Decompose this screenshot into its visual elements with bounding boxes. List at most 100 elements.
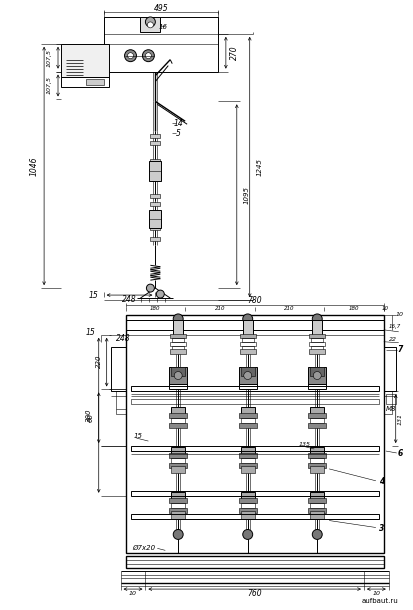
Text: 248: 248 <box>116 334 130 343</box>
Text: aufbaut.ru: aufbaut.ru <box>362 598 399 604</box>
Bar <box>309 367 326 384</box>
Text: 10: 10 <box>129 590 137 595</box>
Bar <box>310 458 324 463</box>
Bar <box>171 511 185 518</box>
Bar <box>241 492 255 499</box>
Bar <box>243 320 253 335</box>
Bar <box>241 511 255 518</box>
Bar <box>131 446 379 451</box>
Bar <box>150 174 160 178</box>
Bar <box>310 492 324 499</box>
Circle shape <box>142 50 154 62</box>
Text: 210: 210 <box>215 306 225 312</box>
Bar <box>126 315 384 553</box>
Bar <box>131 387 379 392</box>
Bar <box>310 367 324 376</box>
Bar <box>150 202 160 206</box>
Bar <box>242 346 254 350</box>
Bar <box>310 511 324 518</box>
Bar <box>169 384 187 389</box>
Bar <box>169 453 187 458</box>
Bar <box>61 44 109 76</box>
Text: M8: M8 <box>385 406 396 412</box>
Circle shape <box>146 284 154 292</box>
Bar <box>150 194 160 198</box>
Bar <box>310 447 324 454</box>
Bar <box>171 407 185 414</box>
Bar <box>104 17 218 71</box>
Text: 495: 495 <box>154 4 168 13</box>
Bar <box>171 447 185 454</box>
Bar <box>171 367 185 376</box>
Bar <box>171 418 185 423</box>
Bar <box>150 141 160 145</box>
Bar <box>239 508 256 512</box>
Bar <box>150 161 161 181</box>
Bar <box>116 392 126 414</box>
Text: 1046: 1046 <box>30 156 39 176</box>
Bar <box>170 349 186 354</box>
Bar <box>172 346 184 350</box>
Text: 300: 300 <box>86 409 92 422</box>
Text: 7: 7 <box>398 345 403 354</box>
Bar <box>169 498 187 503</box>
Text: 107,5: 107,5 <box>47 76 52 95</box>
Bar <box>239 384 256 389</box>
Circle shape <box>312 314 322 324</box>
Circle shape <box>125 50 136 62</box>
Bar <box>384 392 392 414</box>
Bar <box>169 423 187 428</box>
Text: 180: 180 <box>349 306 359 312</box>
Bar <box>150 214 160 218</box>
Text: 15: 15 <box>86 328 96 337</box>
Circle shape <box>244 371 252 379</box>
Bar <box>150 210 161 228</box>
Bar <box>310 466 324 473</box>
Bar <box>239 367 256 384</box>
Bar <box>169 508 187 512</box>
Circle shape <box>313 371 321 379</box>
Text: 15: 15 <box>89 290 99 300</box>
Bar <box>169 413 187 418</box>
Text: 131: 131 <box>398 413 403 425</box>
Text: 248: 248 <box>122 295 137 304</box>
Bar <box>309 453 326 458</box>
Circle shape <box>157 290 164 298</box>
Bar <box>171 503 185 508</box>
Bar <box>170 334 186 338</box>
Text: 14: 14 <box>173 119 183 127</box>
Circle shape <box>243 529 253 539</box>
Bar <box>173 320 183 335</box>
Text: 10: 10 <box>373 590 380 595</box>
Text: 16: 16 <box>159 24 168 30</box>
Bar <box>309 334 325 338</box>
Bar <box>150 226 160 229</box>
Bar <box>309 423 326 428</box>
Bar <box>241 407 255 414</box>
Bar <box>150 237 160 242</box>
Circle shape <box>147 22 153 28</box>
Circle shape <box>243 314 253 324</box>
Bar <box>239 423 256 428</box>
Bar <box>309 349 325 354</box>
Bar <box>384 346 396 392</box>
Text: 15: 15 <box>134 433 143 439</box>
Bar <box>239 498 256 503</box>
Bar <box>386 395 396 404</box>
Text: Ø7x20: Ø7x20 <box>132 545 155 551</box>
Bar <box>242 338 254 342</box>
Bar <box>150 134 160 138</box>
Text: 3: 3 <box>379 524 384 533</box>
Text: 4: 4 <box>379 477 384 486</box>
Bar <box>309 463 326 468</box>
Bar <box>310 407 324 414</box>
Circle shape <box>173 314 183 324</box>
Bar <box>61 76 109 87</box>
Bar <box>311 338 323 342</box>
Circle shape <box>173 529 183 539</box>
Circle shape <box>128 52 133 59</box>
Text: 107,5: 107,5 <box>47 49 52 66</box>
Bar <box>311 346 323 350</box>
Circle shape <box>145 17 155 27</box>
Bar <box>240 342 256 346</box>
